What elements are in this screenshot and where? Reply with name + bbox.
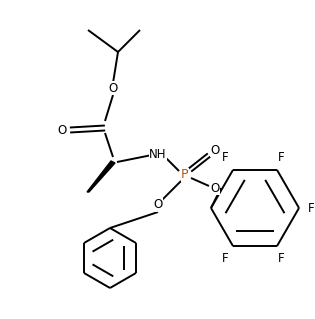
Text: F: F <box>308 202 314 214</box>
Text: F: F <box>222 252 228 264</box>
Text: O: O <box>153 198 163 211</box>
Text: O: O <box>210 144 220 157</box>
Polygon shape <box>87 161 115 192</box>
Text: F: F <box>278 252 284 264</box>
Text: F: F <box>222 152 228 164</box>
Text: O: O <box>210 182 220 195</box>
Text: O: O <box>57 123 67 137</box>
Text: F: F <box>278 152 284 164</box>
Text: O: O <box>108 81 117 94</box>
Text: NH: NH <box>149 149 167 161</box>
Text: P: P <box>181 168 189 182</box>
